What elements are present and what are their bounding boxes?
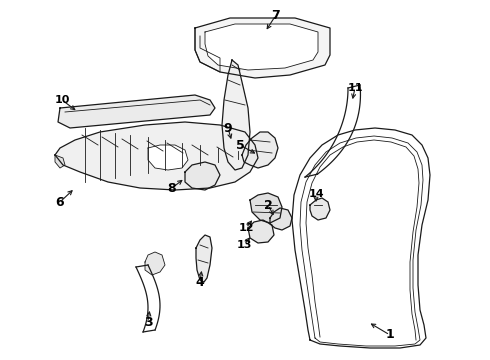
Polygon shape	[185, 162, 220, 190]
Text: 3: 3	[144, 315, 152, 328]
Polygon shape	[58, 95, 215, 128]
Polygon shape	[195, 18, 330, 78]
Polygon shape	[145, 252, 165, 275]
Polygon shape	[270, 208, 292, 230]
Text: 5: 5	[236, 139, 245, 152]
Text: 8: 8	[168, 181, 176, 194]
Text: 1: 1	[386, 328, 394, 342]
Text: 11: 11	[347, 83, 363, 93]
Polygon shape	[242, 132, 278, 168]
Polygon shape	[300, 136, 423, 346]
Polygon shape	[196, 235, 212, 282]
Polygon shape	[248, 220, 274, 243]
Text: 14: 14	[308, 189, 324, 199]
Polygon shape	[55, 122, 258, 190]
Text: 2: 2	[264, 198, 272, 212]
Polygon shape	[292, 128, 430, 348]
Text: 12: 12	[238, 223, 254, 233]
Text: 6: 6	[56, 195, 64, 208]
Text: 10: 10	[54, 95, 70, 105]
Polygon shape	[250, 193, 282, 223]
Text: 7: 7	[271, 9, 280, 22]
Text: 4: 4	[196, 275, 204, 288]
Polygon shape	[222, 60, 250, 170]
Polygon shape	[205, 24, 318, 70]
Text: 9: 9	[224, 122, 232, 135]
Polygon shape	[148, 145, 188, 170]
Polygon shape	[310, 198, 330, 220]
Polygon shape	[55, 155, 65, 168]
Text: 13: 13	[236, 240, 252, 250]
